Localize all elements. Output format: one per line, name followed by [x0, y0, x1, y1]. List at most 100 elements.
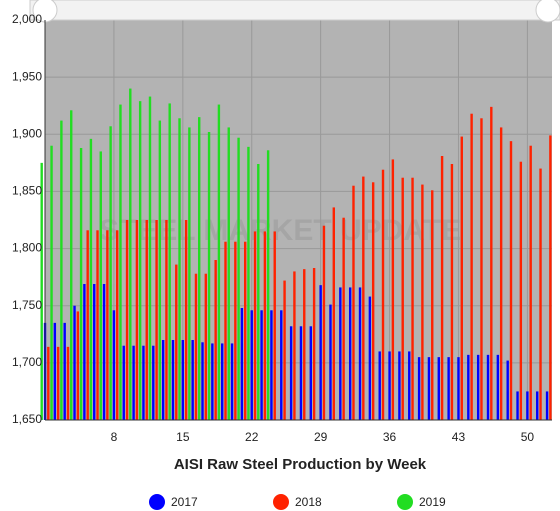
bar [214, 260, 217, 420]
x-tick-label: 43 [452, 430, 466, 444]
bar [381, 169, 385, 420]
bar [283, 280, 286, 420]
bar [102, 284, 106, 420]
bar [181, 340, 185, 420]
bar [171, 340, 175, 420]
bar [47, 346, 50, 420]
bar [289, 326, 293, 420]
bar [362, 176, 365, 420]
bar [96, 230, 99, 420]
bar [175, 264, 178, 420]
bar [312, 268, 316, 420]
bar [207, 132, 211, 420]
bar [53, 322, 57, 420]
bar [417, 357, 421, 420]
bar [270, 310, 273, 420]
bar [476, 354, 480, 420]
bar [467, 354, 470, 420]
bar [457, 357, 460, 420]
bar [519, 161, 523, 420]
legend-label: 2018 [295, 495, 322, 509]
scroll-handle-right[interactable] [535, 0, 560, 23]
y-tick-label: 1,750 [12, 298, 42, 312]
bar [303, 269, 306, 420]
bar [371, 182, 375, 420]
bar [211, 343, 214, 420]
bar [368, 296, 372, 420]
bar [221, 343, 224, 420]
bar [129, 88, 132, 421]
bar [132, 345, 135, 420]
x-tick-label: 22 [245, 430, 259, 444]
bar [391, 159, 395, 420]
bar [266, 150, 270, 421]
bar [184, 220, 188, 420]
bar [79, 148, 83, 420]
bar [194, 273, 198, 420]
bar [490, 106, 493, 420]
watermark: STEEL MARKET UPDATE [99, 214, 461, 247]
bar [332, 207, 335, 420]
legend-marker [273, 494, 289, 510]
bar [142, 345, 145, 420]
y-tick-label: 1,900 [12, 126, 42, 140]
y-tick-label: 1,700 [12, 355, 42, 369]
x-tick-label: 8 [111, 430, 118, 444]
bar [148, 96, 152, 421]
bar [73, 305, 76, 420]
x-tick-label: 36 [383, 430, 397, 444]
bar [217, 104, 221, 421]
bar [234, 241, 237, 420]
x-tick-label: 15 [176, 430, 190, 444]
bar [161, 340, 165, 420]
bar [135, 220, 139, 420]
y-tick-label: 1,800 [12, 241, 42, 255]
bar [70, 110, 73, 421]
bar [237, 137, 240, 420]
x-tick-label: 50 [521, 430, 535, 444]
bar [119, 104, 122, 421]
scrollbar[interactable] [29, 0, 560, 21]
bar [545, 391, 549, 420]
bar [539, 168, 542, 420]
bar [319, 285, 322, 420]
bar [401, 177, 404, 420]
bar [447, 357, 450, 420]
bar [480, 118, 483, 421]
bar [93, 284, 96, 420]
bar [198, 117, 201, 421]
bar [116, 230, 119, 420]
bar [83, 284, 86, 420]
legend-marker [149, 494, 165, 510]
bar [339, 287, 342, 420]
bar [260, 310, 263, 420]
bar [56, 346, 60, 420]
chart-title: AISI Raw Steel Production by Week [174, 456, 427, 473]
bar [421, 184, 424, 420]
bar [86, 230, 89, 420]
bar [529, 145, 532, 420]
bar [257, 164, 260, 420]
bar [66, 346, 70, 420]
bar [155, 220, 158, 420]
bar [437, 357, 440, 420]
bar [63, 322, 66, 420]
bar [168, 103, 171, 420]
bar [352, 185, 355, 420]
bar [450, 164, 454, 420]
bar [240, 308, 244, 420]
bar [112, 310, 116, 420]
bar [322, 225, 326, 420]
bar [299, 326, 303, 420]
y-tick-label: 1,850 [12, 184, 42, 198]
bar [125, 220, 129, 420]
bar [76, 311, 80, 420]
bar [309, 326, 313, 420]
bar [152, 345, 155, 420]
bar [165, 220, 168, 420]
bar [460, 136, 463, 421]
bar [227, 127, 230, 420]
bar [106, 230, 109, 420]
y-tick-label: 1,650 [12, 412, 42, 426]
bar [145, 220, 148, 420]
